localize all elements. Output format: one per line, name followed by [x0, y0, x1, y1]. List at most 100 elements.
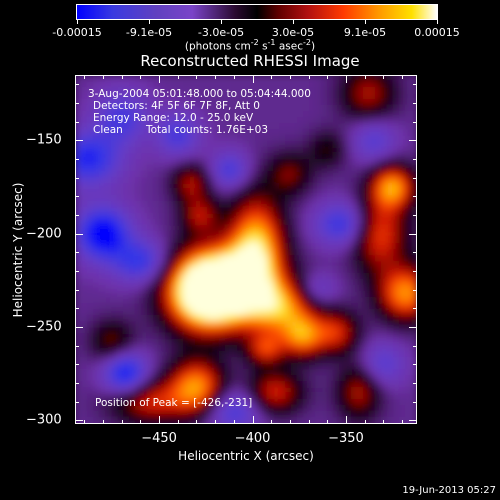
heatmap-cell: [411, 159, 417, 166]
heatmap-cell: [309, 129, 316, 136]
heatmap-cell: [105, 207, 112, 214]
heatmap-cell: [207, 375, 214, 382]
heatmap-cell: [243, 165, 250, 172]
y-minor-tick-right: [413, 308, 417, 310]
heatmap-cell: [159, 87, 166, 94]
heatmap-cell: [399, 141, 406, 148]
heatmap-cell: [171, 321, 178, 328]
heatmap-cell: [381, 165, 388, 172]
heatmap-cell: [351, 423, 358, 424]
heatmap-cell: [219, 117, 226, 124]
heatmap-cell: [387, 273, 394, 280]
heatmap-cell: [213, 363, 220, 370]
heatmap-cell: [231, 351, 238, 358]
heatmap-cell: [339, 183, 346, 190]
heatmap-cell: [75, 111, 82, 118]
heatmap-cell: [171, 123, 178, 130]
heatmap-cell: [261, 81, 268, 88]
heatmap-cell: [87, 351, 94, 358]
heatmap-cell: [165, 279, 172, 286]
heatmap-cell: [105, 321, 112, 328]
heatmap-cell: [147, 387, 154, 394]
heatmap-cell: [393, 255, 400, 262]
heatmap-cell: [279, 171, 286, 178]
heatmap-cell: [357, 129, 364, 136]
heatmap-cell: [243, 231, 250, 238]
heatmap-cell: [243, 201, 250, 208]
heatmap-cell: [141, 195, 148, 202]
heatmap-cell: [393, 321, 400, 328]
heatmap-cell: [357, 87, 364, 94]
heatmap-cell: [99, 195, 106, 202]
heatmap-cell: [135, 243, 142, 250]
heatmap-cell: [321, 207, 328, 214]
heatmap-cell: [261, 237, 268, 244]
heatmap-cell: [285, 183, 292, 190]
heatmap-cell: [363, 417, 370, 424]
heatmap-cell: [411, 219, 417, 226]
heatmap-cell: [375, 309, 382, 316]
heatmap-cell: [213, 195, 220, 202]
heatmap-cell: [297, 237, 304, 244]
heatmap-cell: [117, 195, 124, 202]
heatmap-cell: [279, 417, 286, 424]
heatmap-cell: [267, 417, 274, 424]
y-minor-tick: [75, 84, 79, 86]
heatmap-cell: [195, 159, 202, 166]
heatmap-cell: [75, 177, 82, 184]
heatmap-cell: [249, 393, 256, 400]
heatmap-cell: [411, 255, 417, 262]
heatmap-cell: [99, 111, 106, 118]
heatmap-cell: [351, 369, 358, 376]
heatmap-cell: [309, 381, 316, 388]
heatmap-cell: [405, 141, 412, 148]
heatmap-cell: [129, 147, 136, 154]
heatmap-cell: [261, 189, 268, 196]
heatmap-cell: [231, 339, 238, 346]
heatmap-cell: [213, 99, 220, 106]
heatmap-cell: [369, 153, 376, 160]
heatmap-cell: [333, 105, 340, 112]
heatmap-cell: [195, 261, 202, 268]
heatmap-cell: [309, 339, 316, 346]
heatmap-cell: [87, 309, 94, 316]
heatmap-cell: [297, 225, 304, 232]
heatmap-cell: [309, 273, 316, 280]
heatmap-cell: [345, 135, 352, 142]
heatmap-cell: [393, 177, 400, 184]
heatmap-cell: [357, 201, 364, 208]
heatmap-cell: [399, 297, 406, 304]
heatmap-cell: [183, 351, 190, 358]
heatmap-cell: [177, 351, 184, 358]
heatmap-cell: [171, 189, 178, 196]
heatmap-cell: [255, 147, 262, 154]
heatmap-cell: [393, 81, 400, 88]
heatmap-cell: [351, 345, 358, 352]
heatmap-cell: [207, 339, 214, 346]
heatmap-cell: [177, 135, 184, 142]
heatmap-cell: [309, 183, 316, 190]
heatmap-cell: [117, 243, 124, 250]
heatmap-cell: [177, 315, 184, 322]
heatmap-cell: [327, 93, 334, 100]
heatmap-cell: [153, 93, 160, 100]
y-minor-tick-right: [413, 382, 417, 384]
heatmap-cell: [75, 225, 82, 232]
heatmap-cell: [231, 291, 238, 298]
heatmap-cell: [315, 405, 322, 412]
heatmap-cell: [267, 393, 274, 400]
heatmap-cell: [393, 213, 400, 220]
heatmap-cell: [291, 117, 298, 124]
heatmap-cell: [93, 411, 100, 418]
heatmap-cell: [117, 225, 124, 232]
heatmap-cell: [123, 255, 130, 262]
heatmap-cell: [405, 189, 412, 196]
heatmap-cell: [117, 87, 124, 94]
heatmap-cell: [393, 267, 400, 274]
heatmap-cell: [231, 93, 238, 100]
heatmap-cell: [315, 99, 322, 106]
heatmap-cell: [213, 345, 220, 352]
heatmap-cell: [105, 363, 112, 370]
heatmap-cell: [381, 219, 388, 226]
heatmap-cell: [105, 405, 112, 412]
